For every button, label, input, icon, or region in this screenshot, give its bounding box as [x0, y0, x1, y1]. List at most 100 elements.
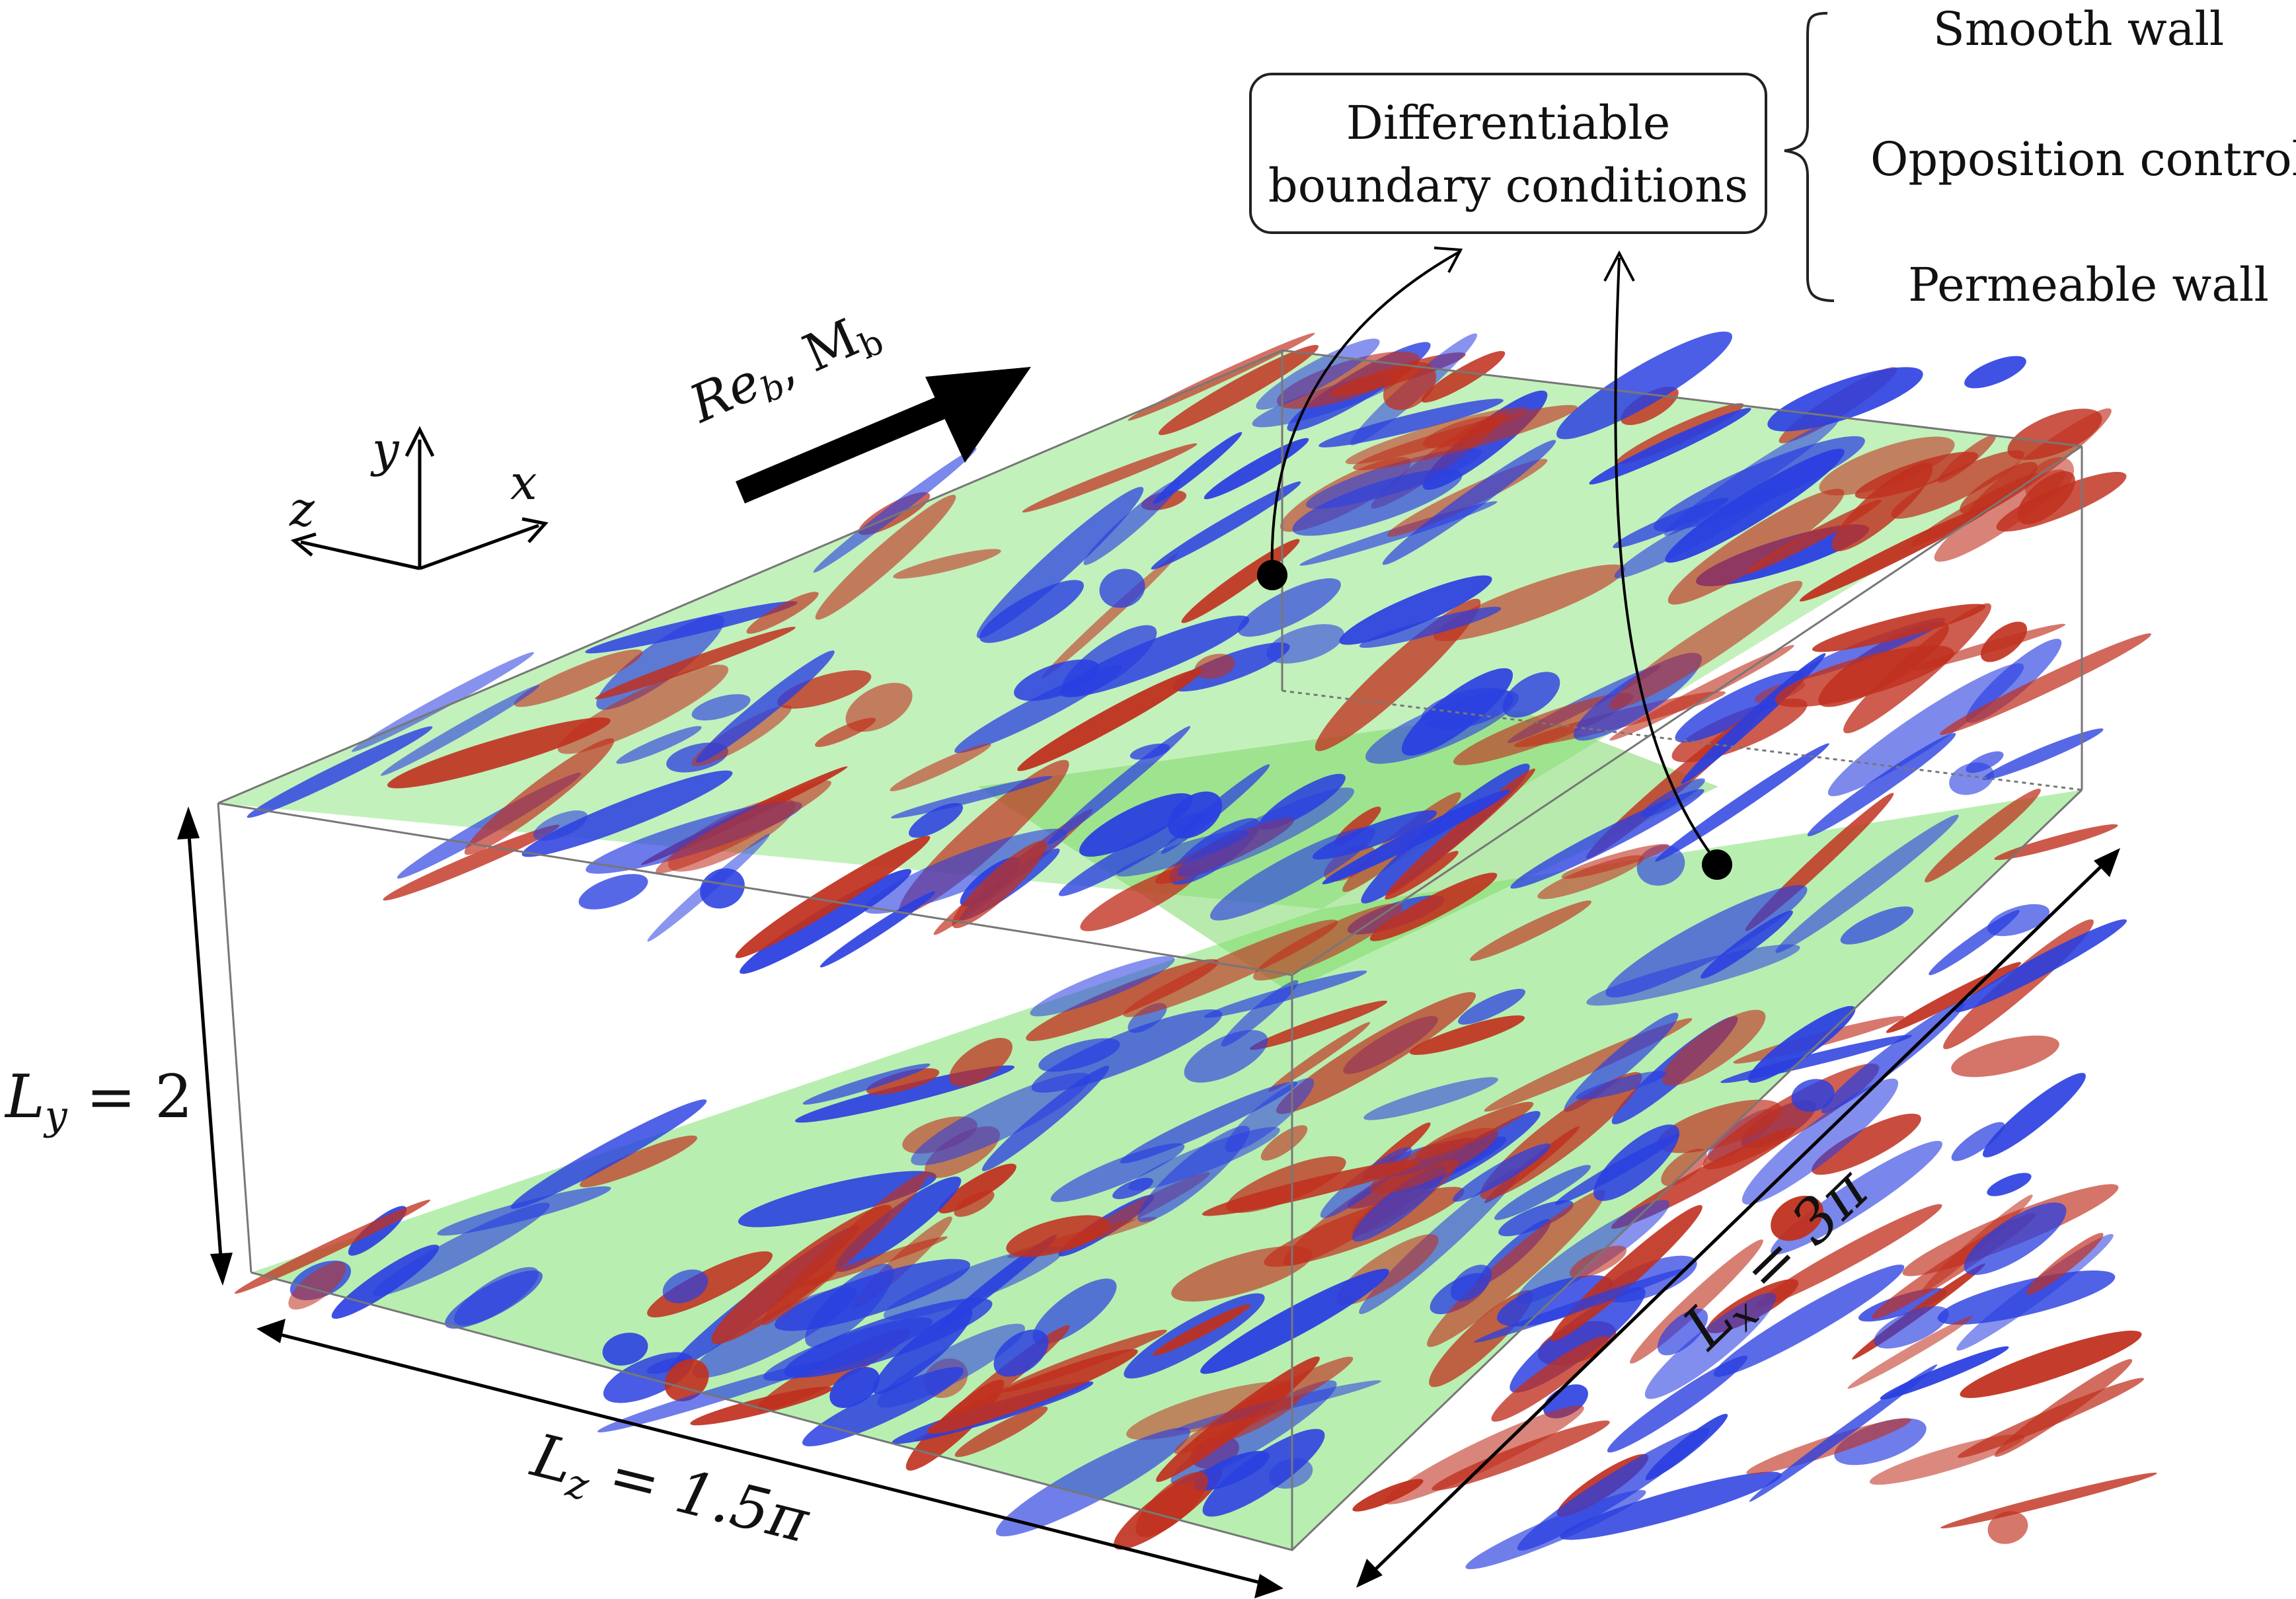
boundary-box-line2: boundary conditions [1268, 159, 1748, 213]
vortex-streak [1370, 1128, 1498, 1194]
vortex-streak [1427, 1190, 1605, 1347]
vortex-streak [1200, 1268, 1389, 1374]
vortex-streak [1498, 1200, 1574, 1237]
vortex-streak [1176, 787, 1355, 877]
vortex-streak [1184, 1030, 1268, 1083]
vortex-streak [1564, 1013, 1679, 1112]
vortex-streak [1292, 469, 1463, 536]
vortex-streak [656, 780, 831, 874]
vortex-streak [1807, 733, 1956, 836]
domain-box-outline [217, 349, 2083, 1551]
vortex-streak [1158, 344, 1319, 436]
lz-dimension-label: Lz = 1.5π [522, 1421, 816, 1564]
vortex-streak [1059, 615, 1250, 697]
vortex-streak [815, 717, 876, 748]
vortex-streak [387, 717, 611, 789]
vortex-streak [1834, 1418, 1927, 1465]
vortex-streak [1996, 471, 2127, 532]
ly-dimension-arrow [177, 806, 233, 1286]
option-permeable-wall: Permeable wall [1908, 258, 2269, 312]
vortex-streak [1453, 693, 1634, 765]
vortex-streak [2007, 409, 2102, 460]
vortex-streak [1221, 980, 1299, 1047]
vortex-streak [1322, 789, 1511, 884]
vortex-streak [908, 802, 964, 838]
vortex-streak [595, 627, 796, 699]
vortex-streak [1250, 1000, 1387, 1050]
vortex-streak [602, 1333, 648, 1366]
vortex-streak [383, 824, 560, 901]
vortex-streak [1987, 1173, 2032, 1196]
vortex-streak [911, 1072, 1091, 1166]
vortex-streak [1450, 1265, 1492, 1302]
vortex-streak [288, 1261, 346, 1310]
vortex-streak [954, 1190, 995, 1217]
vortex-streak [1586, 944, 1800, 1006]
vortex-streak [1925, 789, 2041, 882]
vortex-streak [952, 840, 1047, 929]
vortex-streak [1812, 604, 1985, 652]
vortex-streak [1026, 959, 1219, 1041]
vortex-streak [1886, 962, 2022, 1033]
vortex-streak [1775, 645, 1954, 707]
vortex-streak [1983, 1073, 2086, 1157]
vortex-streak [1083, 479, 1181, 565]
vortex-streak [1494, 1165, 1591, 1220]
vortex-streak [1181, 539, 1300, 623]
vortex-streak [1006, 1215, 1109, 1257]
vortex-streak [1194, 654, 1235, 679]
vortex-streak [453, 1267, 539, 1326]
options-brace [1784, 12, 1835, 302]
vortex-streak [1515, 1200, 1670, 1304]
vortex-streak [1667, 488, 1845, 605]
vortex-streak [927, 1348, 1138, 1434]
vortex-streak [1470, 900, 1591, 961]
vortex-streak [1193, 1450, 1270, 1491]
vortex-streak [1174, 1356, 1354, 1454]
vortex-streak [1038, 1038, 1120, 1072]
vortex-streak [866, 1068, 940, 1095]
vortex-streak [1605, 885, 1808, 997]
vortex-streak [646, 1357, 687, 1374]
vortex-streak [1502, 672, 1560, 718]
vortex-streak [247, 726, 433, 818]
vortex-streak [1960, 1331, 2142, 1398]
vortex-streak [1137, 1126, 1250, 1222]
vortex-streak [373, 1202, 550, 1296]
vortex-streak [1720, 1034, 1912, 1083]
vortex-streak [521, 770, 733, 857]
vortex-streak [1949, 762, 1994, 795]
vortex-streak [864, 828, 1067, 914]
vortex-streak [802, 1063, 931, 1105]
vortex-streak [1556, 331, 1732, 440]
vortex-streak [1964, 356, 2026, 389]
vortex-streak [1955, 919, 2127, 1013]
vortex-streak [662, 1269, 708, 1304]
vortex-streak [1079, 793, 1194, 857]
flow-parameters-label: Reb, Mb [680, 299, 890, 440]
vortex-streak [1771, 1195, 1823, 1241]
vortex-streak [1987, 904, 2050, 937]
axis-z-label: z [289, 481, 315, 537]
vortex-streak [1713, 1265, 1905, 1377]
vortex-streak [1827, 663, 2024, 797]
vortex-streak [1994, 824, 2118, 861]
vortex-streak [877, 1323, 1025, 1408]
vortex-streak [1032, 1278, 1117, 1345]
vortex-streak [1799, 504, 1996, 602]
vortex-streak [1256, 338, 1380, 410]
axis-y-label: y [370, 422, 400, 477]
vortex-streak [1821, 1001, 1965, 1114]
vortex-streak [234, 1199, 431, 1294]
vortex-streak [777, 670, 872, 709]
vortex-streak [1123, 919, 1338, 1017]
vortex-streak [774, 1259, 971, 1331]
vortex-streak [1491, 1336, 1609, 1422]
vortex-streak [1745, 499, 1882, 574]
vortex-streak [1755, 1204, 1942, 1308]
vortex-streak [1030, 956, 1175, 1017]
vortex-streak [691, 694, 751, 721]
vortex-streak [1385, 851, 1459, 900]
vortex-streak [1383, 362, 1437, 410]
vortex-streak [514, 649, 643, 707]
